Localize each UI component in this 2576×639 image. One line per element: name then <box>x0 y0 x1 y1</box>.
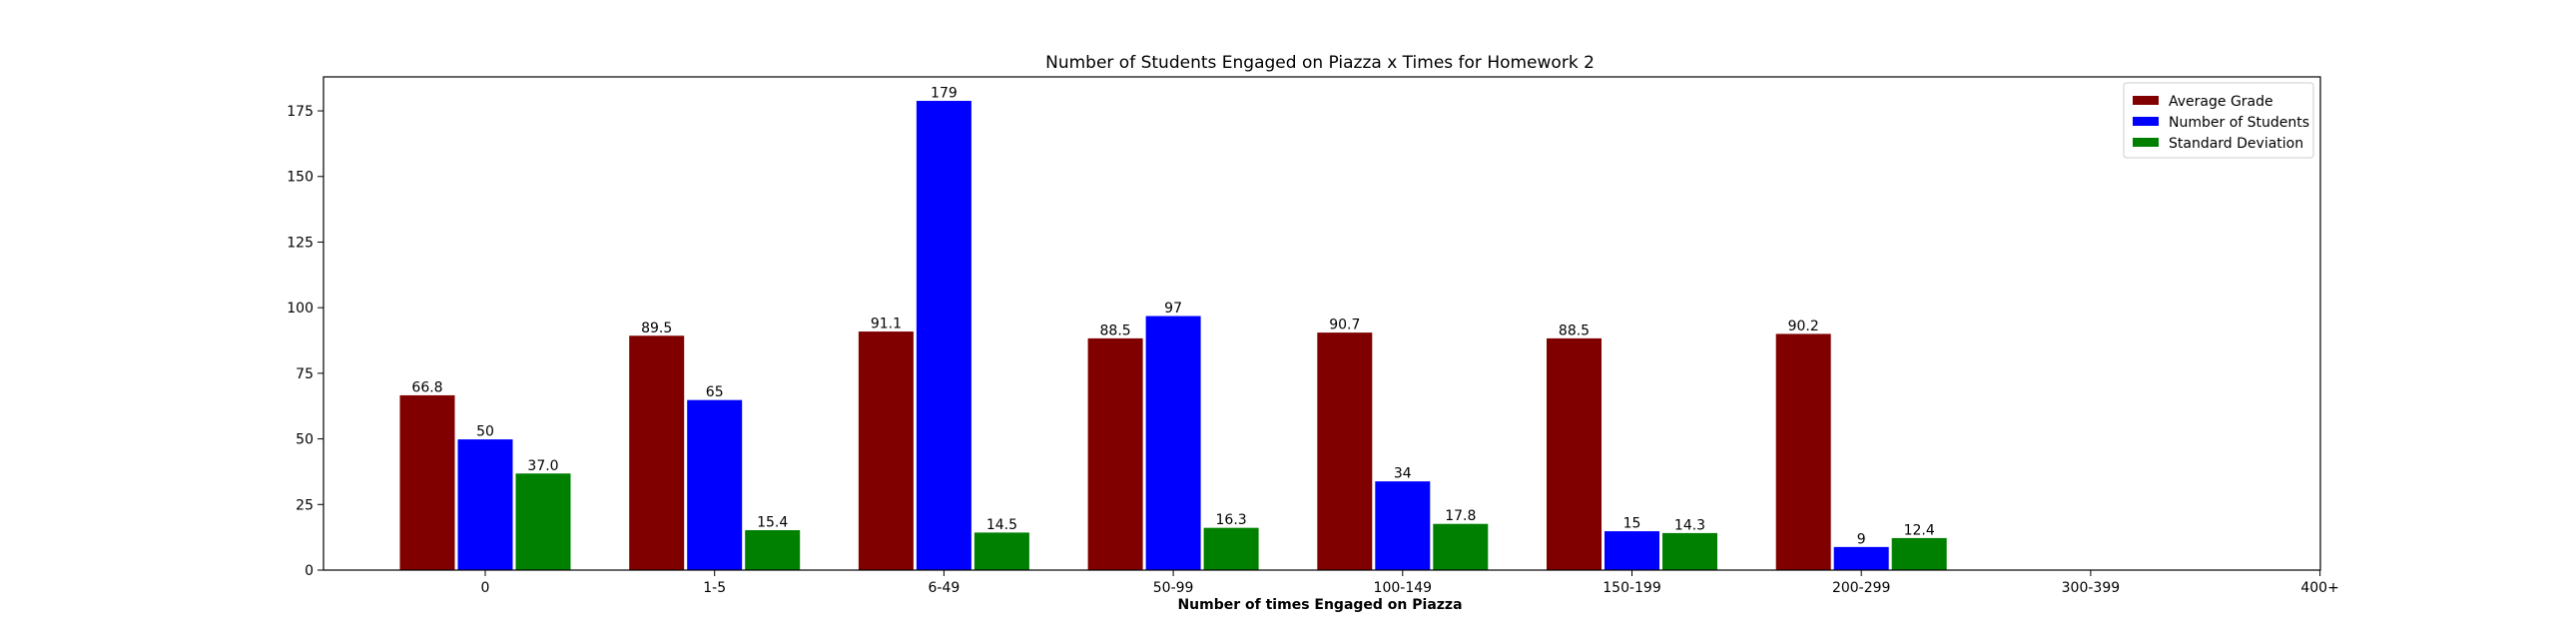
x-tick-label: 300-399 <box>2062 580 2121 596</box>
legend-swatch <box>2133 117 2159 126</box>
bar-average-grade-6 <box>1774 332 1832 571</box>
bar-value-label: 66.8 <box>411 379 442 395</box>
bar-value-label: 88.5 <box>1559 322 1590 338</box>
bar-number-of-students-1 <box>686 398 744 571</box>
x-tick-label: 100-149 <box>1374 580 1433 596</box>
bar-number-of-students-4 <box>1374 480 1432 571</box>
bar-standard-deviation-5 <box>1661 531 1718 571</box>
bar-standard-deviation-6 <box>1890 536 1948 571</box>
legend-label: Standard Deviation <box>2169 136 2303 152</box>
bar-average-grade-3 <box>1086 336 1144 571</box>
bar-number-of-students-6 <box>1832 545 1890 571</box>
bar-value-label: 50 <box>476 424 494 440</box>
bar-value-label: 9 <box>1857 531 1866 547</box>
bar-number-of-students-3 <box>1144 315 1202 571</box>
bars-group <box>398 100 1948 571</box>
chart-title: Number of Students Engaged on Piazza x T… <box>1045 53 1595 73</box>
bar-value-label: 17.8 <box>1445 508 1476 524</box>
y-tick-label: 150 <box>287 170 314 186</box>
legend-swatch <box>2133 96 2159 105</box>
bar-value-label: 14.3 <box>1674 517 1705 533</box>
y-axis: 0 25 50 75 100 125 150 175 <box>287 104 323 579</box>
y-tick-label: 125 <box>287 235 314 251</box>
plot-frame <box>322 76 2321 571</box>
bar-number-of-students-2 <box>915 100 972 571</box>
x-tick-label: 1-5 <box>703 580 726 596</box>
x-tick-label: 6-49 <box>929 580 961 596</box>
y-tick-label: 50 <box>296 432 314 448</box>
x-tick-label: 0 <box>481 580 490 596</box>
x-tick-label: 50-99 <box>1153 580 1194 596</box>
bar-average-grade-4 <box>1316 331 1374 571</box>
x-tick-label: 200-299 <box>1832 580 1891 596</box>
bar-value-label: 15.4 <box>757 515 788 531</box>
bar-value-label: 34 <box>1394 466 1412 482</box>
bar-value-label: 91.1 <box>871 317 902 332</box>
bar-average-grade-0 <box>398 393 456 571</box>
bar-value-label: 179 <box>931 86 958 102</box>
bar-number-of-students-5 <box>1604 530 1660 571</box>
x-tick-label: 400+ <box>2300 580 2338 596</box>
bar-value-label: 89.5 <box>641 320 672 336</box>
x-axis: 0 1-5 6-49 50-99 100-149 150-199 200-299 300-39… <box>481 570 2339 596</box>
bar-standard-deviation-0 <box>514 472 572 571</box>
y-tick-label: 100 <box>287 301 314 317</box>
bar-standard-deviation-3 <box>1202 526 1260 571</box>
legend-label: Average Grade <box>2169 94 2273 110</box>
y-tick-label: 25 <box>296 497 314 513</box>
y-tick-label: 0 <box>305 563 314 579</box>
y-tick-label: 175 <box>287 104 314 120</box>
bar-standard-deviation-4 <box>1432 522 1490 571</box>
x-tick-label: 150-199 <box>1603 580 1661 596</box>
bar-labels-group: 66.8 89.5 91.1 88.5 90.7 88.5 90.2 50 65 179 97 34 1… <box>411 86 1934 548</box>
y-tick-label: 75 <box>296 366 314 382</box>
bar-value-label: 14.5 <box>986 517 1017 533</box>
bar-value-label: 88.5 <box>1100 322 1131 338</box>
bar-average-grade-2 <box>857 330 915 571</box>
bar-average-grade-5 <box>1546 336 1603 571</box>
bar-value-label: 90.2 <box>1788 319 1819 334</box>
bar-standard-deviation-1 <box>744 529 802 571</box>
bar-value-label: 12.4 <box>1904 522 1935 538</box>
legend-box <box>2123 82 2314 159</box>
legend-swatch <box>2133 138 2159 147</box>
bar-value-label: 15 <box>1623 516 1641 532</box>
bar-average-grade-1 <box>628 334 686 571</box>
bar-value-label: 16.3 <box>1216 512 1247 528</box>
bar-value-label: 37.0 <box>527 458 558 474</box>
x-axis-label: Number of times Engaged on Piazza <box>1177 597 1462 613</box>
bar-number-of-students-0 <box>456 438 514 571</box>
bar-value-label: 97 <box>1164 301 1182 317</box>
bar-standard-deviation-2 <box>972 531 1030 571</box>
bar-value-label: 90.7 <box>1329 318 1360 333</box>
legend-label: Number of Students <box>2169 115 2309 131</box>
legend: Average Grade Number of Students Standard … <box>2123 82 2314 159</box>
bar-value-label: 65 <box>706 384 724 400</box>
